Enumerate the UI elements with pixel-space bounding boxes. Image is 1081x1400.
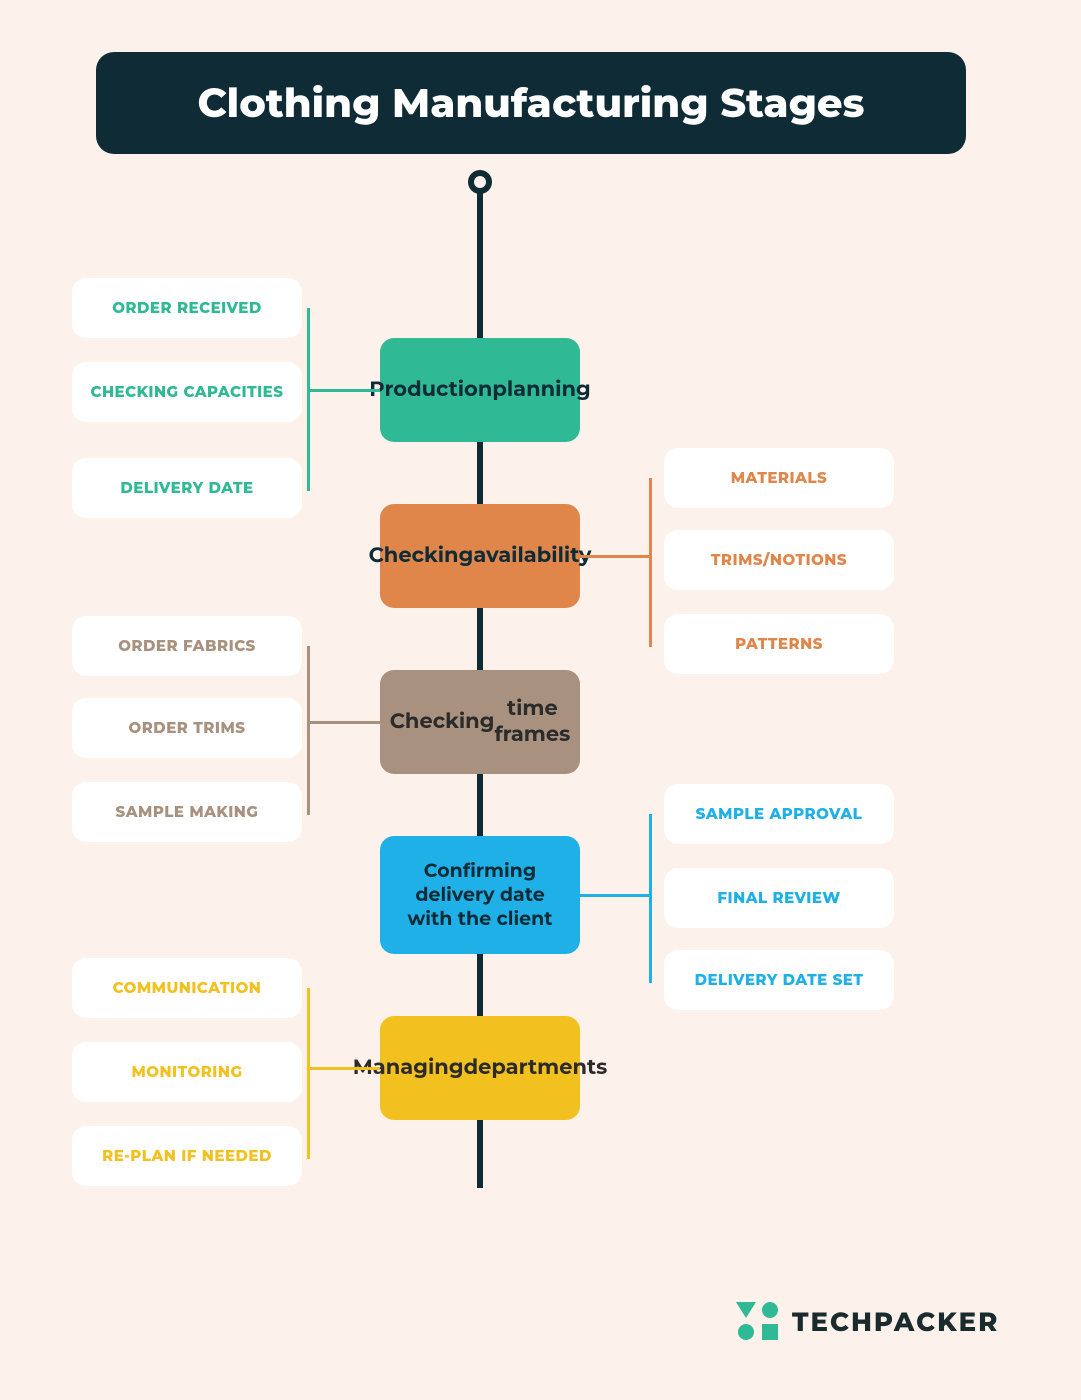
connector-rail — [307, 646, 310, 815]
detail-pill: PATTERNS — [664, 614, 894, 674]
detail-pill: DELIVERY DATE — [72, 458, 302, 518]
connector-rail — [649, 478, 652, 647]
detail-pill: DELIVERY DATE SET — [664, 950, 894, 1010]
connector — [308, 389, 380, 392]
detail-pill: SAMPLE APPROVAL — [664, 784, 894, 844]
detail-pill: SAMPLE MAKING — [72, 782, 302, 842]
connector-rail — [307, 308, 310, 491]
detail-pill: TRIMS/NOTIONS — [664, 530, 894, 590]
connector-rail — [307, 988, 310, 1159]
brand-logo: TECHPACKER — [736, 1300, 999, 1344]
title-bar: Clothing Manufacturing Stages — [96, 52, 966, 154]
detail-pill: RE-PLAN IF NEEDED — [72, 1126, 302, 1186]
brand-logo-text: TECHPACKER — [792, 1306, 999, 1338]
connector — [308, 721, 380, 724]
stage-managing-departments: Managingdepartments — [380, 1016, 580, 1120]
infographic-canvas: Clothing Manufacturing Stages Productionp… — [0, 0, 1081, 1400]
connector — [580, 555, 650, 558]
detail-pill: ORDER TRIMS — [72, 698, 302, 758]
detail-pill: CHECKING CAPACITIES — [72, 362, 302, 422]
detail-pill: MATERIALS — [664, 448, 894, 508]
stage-production-planning: Productionplanning — [380, 338, 580, 442]
stage-confirming-delivery: Confirming delivery date with the client — [380, 836, 580, 954]
connector — [580, 894, 650, 897]
detail-pill: ORDER RECEIVED — [72, 278, 302, 338]
detail-pill: FINAL REVIEW — [664, 868, 894, 928]
stage-checking-time-frames: Checkingtime frames — [380, 670, 580, 774]
detail-pill: MONITORING — [72, 1042, 302, 1102]
connector-rail — [649, 814, 652, 983]
detail-pill: ORDER FABRICS — [72, 616, 302, 676]
stage-checking-availability: Checkingavailability — [380, 504, 580, 608]
timeline-start-dot — [468, 170, 492, 194]
brand-logo-icon — [736, 1300, 780, 1344]
detail-pill: COMMUNICATION — [72, 958, 302, 1018]
connector — [308, 1067, 380, 1070]
